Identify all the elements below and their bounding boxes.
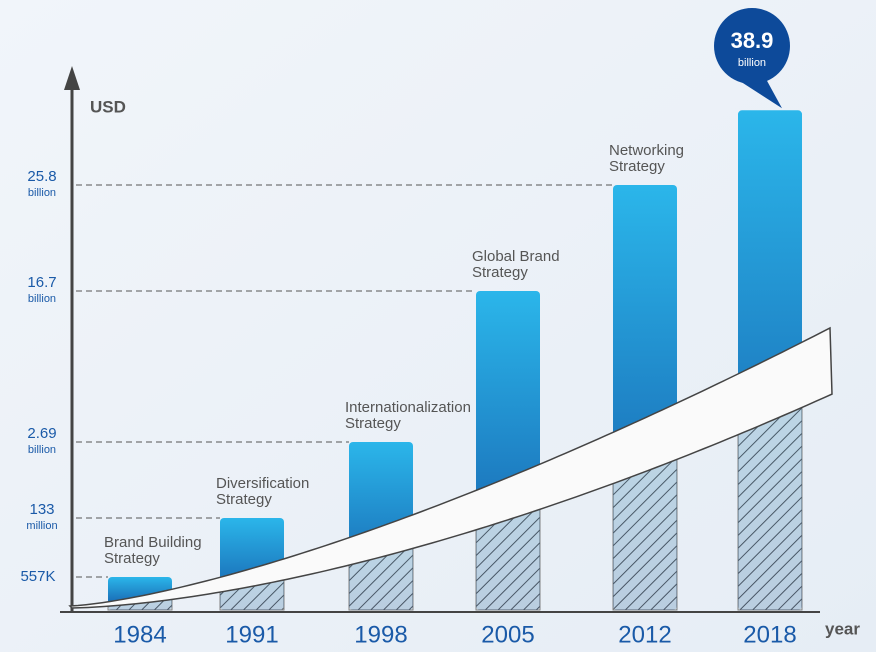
ribbon <box>68 326 833 609</box>
x-tick-label: 2012 <box>618 621 671 648</box>
x-tick-label: 1998 <box>354 621 407 648</box>
value-unit: billion <box>738 57 766 69</box>
y-tick-label: 557K <box>20 568 55 585</box>
y-tick-label: 2.69 <box>27 425 56 442</box>
strategy-label: Diversification <box>216 475 309 492</box>
y-tick-unit: billion <box>28 293 56 305</box>
x-tick-label: 2005 <box>481 621 534 648</box>
value-label: 38.9 <box>731 28 774 53</box>
callout <box>732 76 782 109</box>
strategy-label: Strategy <box>609 158 665 175</box>
strategy-label: Strategy <box>472 264 528 281</box>
y-tick-unit: billion <box>28 444 56 456</box>
y-tick-label: 133 <box>29 501 54 518</box>
x-axis-label: year <box>825 619 860 638</box>
callout <box>714 8 790 84</box>
strategy-label: Strategy <box>345 415 401 432</box>
x-tick-label: 1991 <box>225 621 278 648</box>
ribbon-group <box>68 326 833 611</box>
strategy-label: Internationalization <box>345 399 471 416</box>
x-tick-label: 2018 <box>743 621 796 648</box>
x-tick-label: 1984 <box>113 621 166 648</box>
strategy-label: Brand Building <box>104 534 202 551</box>
y-tick-unit: million <box>26 520 57 532</box>
y-axis-arrow <box>64 66 80 90</box>
strategy-label: Strategy <box>104 550 160 567</box>
hatch <box>737 406 803 611</box>
strategy-label: Strategy <box>216 491 272 508</box>
y-tick-label: 25.8 <box>27 168 56 185</box>
y-axis-label: USD <box>90 97 126 116</box>
hatch <box>612 458 678 611</box>
y-tick-unit: billion <box>28 187 56 199</box>
y-tick-label: 16.7 <box>27 274 56 291</box>
strategy-label: Global Brand <box>472 248 560 265</box>
strategy-label: Networking <box>609 142 684 159</box>
